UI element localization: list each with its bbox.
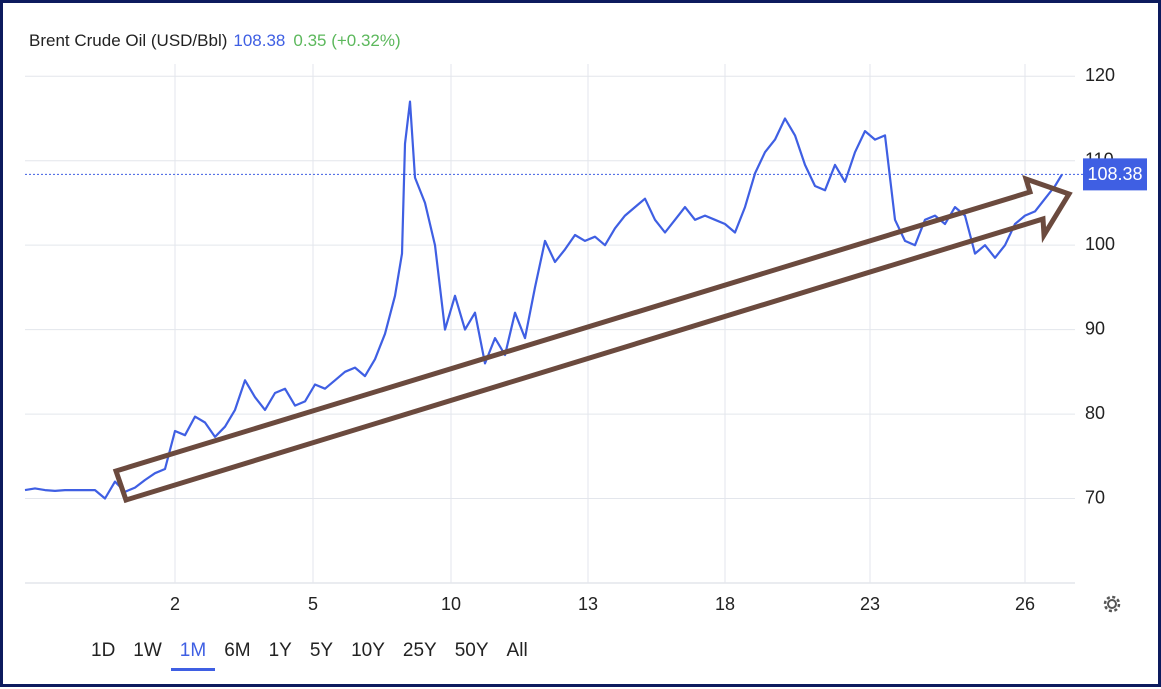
- range-button[interactable]: 5Y: [309, 640, 334, 661]
- x-tick-label: 13: [578, 594, 598, 614]
- range-button[interactable]: 1Y: [268, 640, 292, 661]
- x-tick-label: 2: [170, 594, 180, 614]
- range-button[interactable]: 25Y: [402, 640, 437, 661]
- x-tick-label: 23: [860, 594, 880, 614]
- title: Brent Crude Oil (USD/Bbl): [29, 31, 227, 50]
- range-button[interactable]: 1M: [170, 636, 216, 671]
- range-button[interactable]: 1W: [133, 640, 162, 661]
- chart-title: Brent Crude Oil (USD/Bbl) 108.38 0.35 (+0.…: [29, 31, 401, 50]
- y-tick-label: 80: [1085, 403, 1105, 423]
- price-line: [24, 100, 1063, 500]
- range-button[interactable]: 50Y: [454, 640, 489, 661]
- range-selector: 1D 1W 1M 6M 1Y 5Y 10Y 25Y 50Y All: [82, 636, 537, 671]
- x-tick-label: 18: [715, 594, 735, 614]
- x-tick-label: 10: [441, 594, 461, 614]
- y-tick-label: 90: [1085, 318, 1105, 338]
- x-tick-label: 26: [1015, 594, 1035, 614]
- y-tick-label: 70: [1085, 487, 1105, 507]
- chart: Brent Crude Oil (USD/Bbl) 108.38 0.35 (+0.…: [24, 31, 1147, 614]
- y-tick-label: 120: [1085, 65, 1115, 85]
- range-button[interactable]: 6M: [224, 640, 251, 661]
- y-tick-label: 100: [1085, 234, 1115, 254]
- settings-icon[interactable]: [1103, 595, 1121, 613]
- last-price-label: 108.38: [1087, 164, 1142, 184]
- range-button[interactable]: 10Y: [351, 640, 385, 661]
- range-button[interactable]: All: [506, 640, 528, 661]
- range-button[interactable]: 1D: [91, 640, 116, 661]
- last-price: 108.38: [233, 31, 285, 50]
- change: 0.35 (+0.32%): [293, 31, 400, 50]
- trend-arrow: [112, 175, 1073, 504]
- x-tick-label: 5: [308, 594, 318, 614]
- last-price-badge: [1083, 158, 1147, 191]
